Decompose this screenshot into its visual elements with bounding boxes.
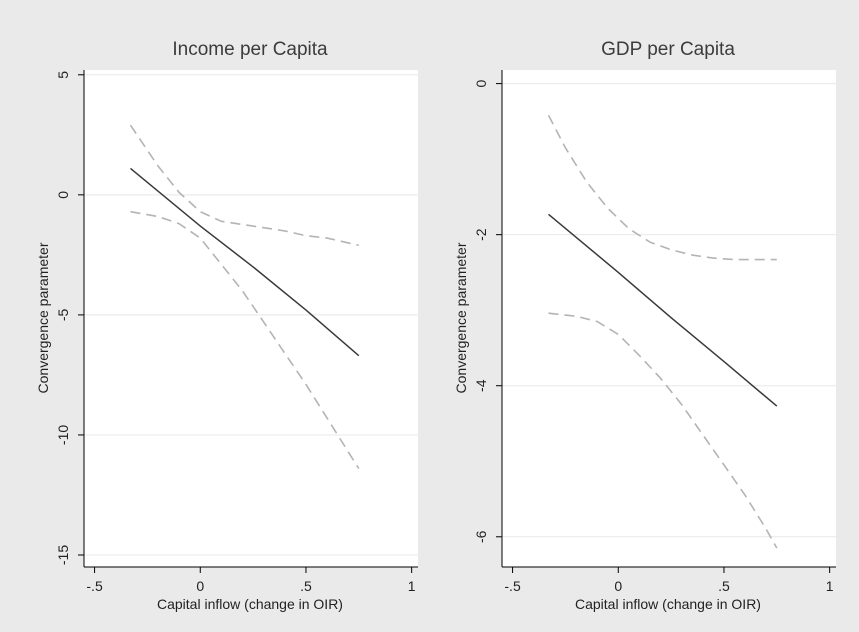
income-x-tick-label: .5 [300,578,312,594]
gdp-estimate-line [548,213,778,407]
income-y-tick-label: 5 [55,71,71,79]
gdp-plot-area [502,70,836,567]
gdp-y-tick-label: 0 [473,79,489,87]
gdp-y-tick-label: -4 [473,379,489,392]
income-y-tick-label: -10 [55,425,71,445]
income-plot-area [84,70,418,567]
gdp-title: GDP per Capita [601,39,735,60]
income-y-tick-label: -15 [55,545,71,565]
income-title: Income per Capita [172,39,328,60]
gdp-upper-line [547,114,777,261]
income-x-tick-label: 1 [408,578,416,594]
gdp-y-tick-label: -6 [473,530,489,543]
income-x-axis-label: Capital inflow (change in OIR) [157,596,343,612]
income-lower-line [130,210,360,470]
income-y-tick-label: 0 [55,191,71,199]
income-x-tick-label: -.5 [86,578,103,594]
income-estimate-line [130,167,360,357]
gdp-x-axis-label: Capital inflow (change in OIR) [575,596,761,612]
income-panel: Income per Capita Capital inflow (change… [35,39,418,612]
income-x-tick-label: 0 [196,578,204,594]
income-y-axis-label: Convergence parameter [35,242,51,393]
gdp-x-tick-label: -.5 [504,578,521,594]
gdp-panel: GDP per Capita Capital inflow (change in… [453,39,836,612]
gdp-lower-line [548,312,778,549]
gdp-x-tick-label: .5 [718,578,730,594]
income-y-tick-label: -5 [55,308,71,321]
gdp-x-tick-label: 1 [826,578,834,594]
gdp-y-axis-label: Convergence parameter [453,242,469,393]
gdp-y-tick-label: -2 [473,228,489,241]
gdp-x-tick-label: 0 [614,578,622,594]
income-upper-line [129,124,359,247]
